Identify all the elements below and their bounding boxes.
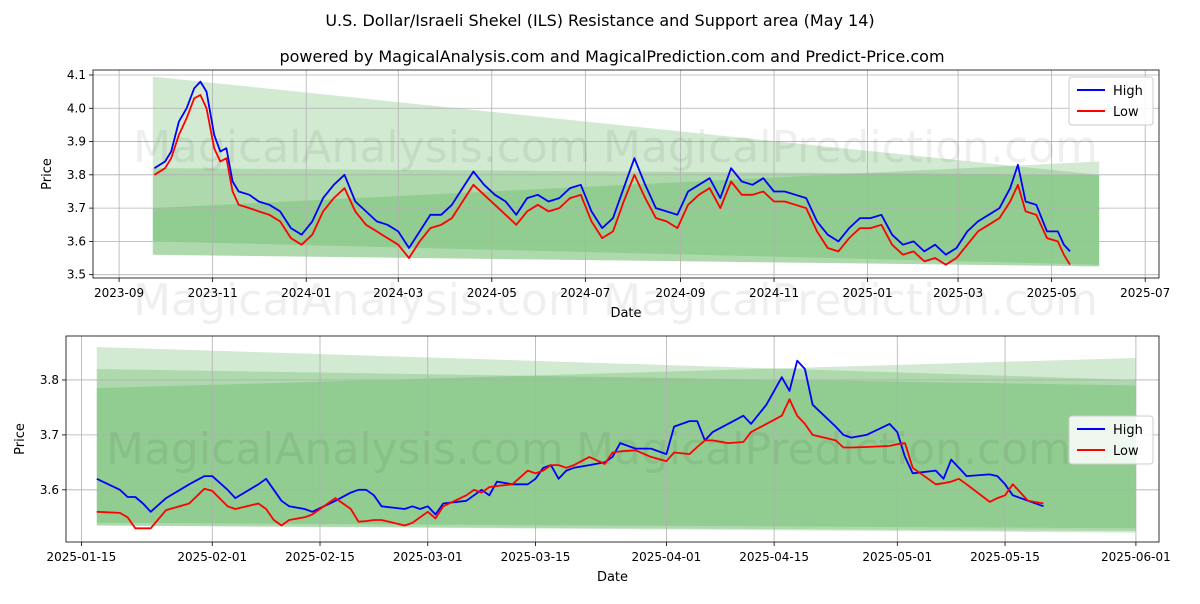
band-2	[152, 168, 1100, 267]
top-panel: 2023-09 2023-11 2024-01 2024-03 2024-05 2024-…	[40, 68, 1170, 326]
x-tick-label: 2025-03	[933, 286, 983, 300]
series-line-low	[96, 398, 1044, 530]
x-tick-label: 2024-01	[281, 286, 331, 300]
x-tick-label: 2025-04-01	[632, 550, 702, 564]
bottom-panel: 2025-01-15 2025-02-01 2025-02-15 2025-03-01…	[13, 335, 1171, 585]
x-tick-label: 2025-01	[843, 286, 893, 300]
y-tick-label: 3.7	[40, 428, 59, 442]
x-tick-label: 2023-09	[94, 286, 144, 300]
legend-label-high: High	[1113, 423, 1143, 438]
band-0	[96, 346, 1136, 532]
x-tick-label: 2023-11	[188, 286, 238, 300]
chart-subtitle: powered by MagicalAnalysis.com and Magic…	[279, 47, 944, 66]
x-tick-label: 2024-11	[749, 286, 799, 300]
x-tick-label: 2025-07	[1120, 286, 1170, 300]
y-tick-label: 3.8	[67, 168, 86, 182]
y-tick-label: 3.6	[40, 483, 59, 497]
legend-label-low: Low	[1113, 105, 1139, 120]
x-tick-label: 2024-07	[560, 286, 610, 300]
y-tick-label: 3.9	[67, 135, 86, 149]
x-tick-label: 2025-04-15	[739, 550, 809, 564]
x-tick-label: 2025-03-01	[393, 550, 463, 564]
x-tick-label: 2024-05	[467, 286, 517, 300]
watermark: MagicalPrediction.com	[603, 275, 1098, 326]
y-tick-label: 3.7	[67, 201, 86, 215]
watermark: MagicalAnalysis.com	[106, 424, 564, 475]
x-tick-label: 2025-01-15	[47, 550, 117, 564]
y-axis-label: Price	[13, 423, 28, 455]
y-tick-label: 3.5	[67, 268, 86, 282]
series-line-high	[153, 80, 1071, 256]
series-lines	[153, 80, 1071, 266]
chart-title: U.S. Dollar/Israeli Shekel (ILS) Resista…	[325, 11, 874, 30]
watermark: MagicalAnalysis.com	[133, 122, 591, 173]
watermark: MagicalAnalysis.com	[133, 275, 591, 326]
x-tick-label: 2025-02-01	[177, 550, 247, 564]
x-tick-label: 2025-05	[1027, 286, 1077, 300]
y-tick-label: 4.1	[67, 68, 86, 82]
x-tick-label: 2025-02-15	[285, 550, 355, 564]
x-tick-label: 2025-05-15	[970, 550, 1040, 564]
x-tick-label: 2024-09	[655, 286, 705, 300]
x-tick-label: 2024-03	[373, 286, 423, 300]
series-line-high	[96, 359, 1044, 516]
legend-label-high: High	[1113, 84, 1143, 99]
plot-frame	[65, 335, 1160, 543]
y-axis-label: Price	[40, 158, 55, 190]
plot-frame	[92, 69, 1160, 279]
watermark: MagicalPrediction.com	[576, 424, 1071, 475]
legend: High Low	[1068, 415, 1154, 465]
legend-label-low: Low	[1113, 444, 1139, 459]
x-tick-label: 2025-05-01	[862, 550, 932, 564]
watermark: MagicalPrediction.com	[603, 122, 1098, 173]
band-1	[96, 357, 1136, 529]
y-tick-label: 3.8	[40, 373, 59, 387]
x-tick-label: 2025-06-01	[1101, 550, 1171, 564]
legend: High Low	[1068, 76, 1154, 126]
x-tick-label: 2025-03-15	[501, 550, 571, 564]
x-axis-label: Date	[597, 570, 628, 585]
y-tick-label: 4.0	[67, 101, 86, 115]
series-line-low	[153, 94, 1071, 266]
y-tick-label: 3.6	[67, 234, 86, 248]
grid	[93, 70, 1159, 278]
x-axis-label: Date	[610, 306, 641, 321]
series-lines	[96, 359, 1044, 530]
